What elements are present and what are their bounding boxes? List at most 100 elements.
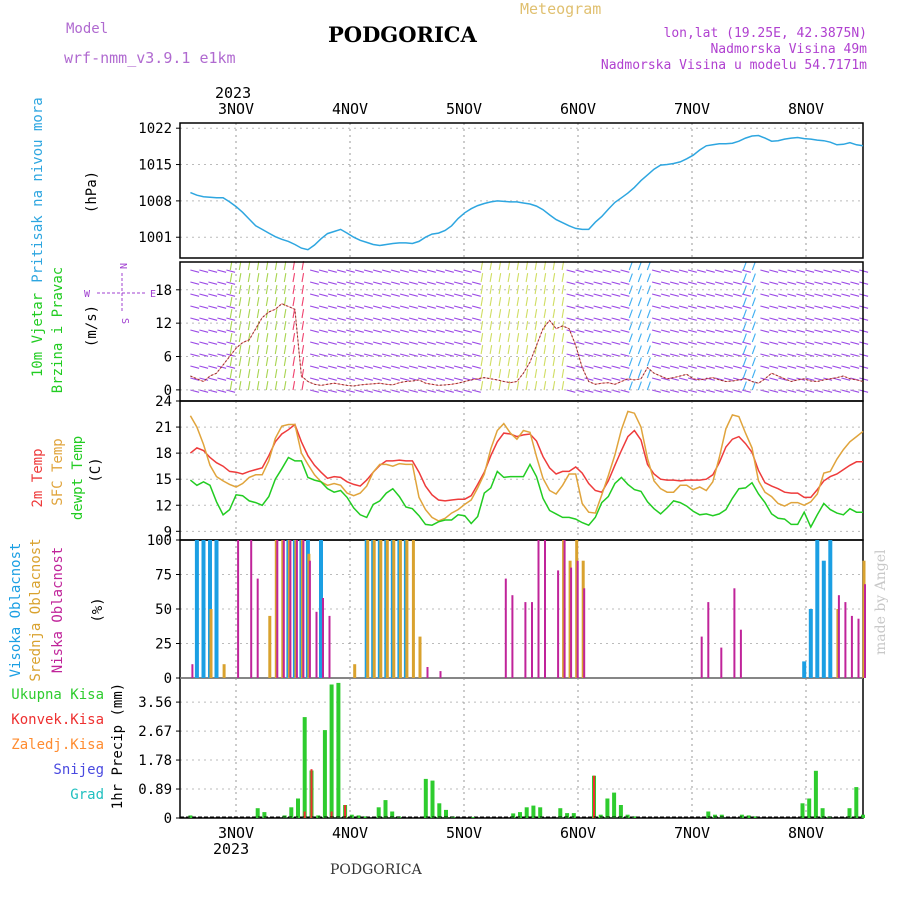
wind-arrow bbox=[226, 365, 236, 369]
chart-title: PODGORICA bbox=[328, 22, 478, 47]
wind-arrow bbox=[637, 321, 642, 331]
cloud-low-bar bbox=[511, 595, 514, 678]
wind-arrow bbox=[593, 341, 603, 345]
cloud-low-bar bbox=[576, 560, 579, 678]
precip-total-bar bbox=[538, 807, 543, 818]
wind-arrow bbox=[611, 377, 621, 381]
x-tick-label-top: 3NOV bbox=[218, 100, 254, 118]
wind-arrow bbox=[660, 317, 670, 321]
wind-arrow bbox=[390, 293, 400, 297]
cloud-high-bar bbox=[194, 540, 199, 678]
wind-arrow bbox=[435, 365, 445, 369]
wind-arrow bbox=[584, 389, 594, 393]
cloud-mid-bar bbox=[268, 615, 272, 678]
wind-arrow bbox=[751, 333, 756, 343]
wind-arrow bbox=[651, 329, 661, 333]
wind-arrow bbox=[705, 341, 715, 345]
precip-total-bar bbox=[753, 816, 758, 818]
wind-arrow bbox=[823, 305, 833, 309]
wind-arrow bbox=[381, 281, 391, 285]
wind-arrow bbox=[814, 317, 824, 321]
panel-frame-wind bbox=[179, 261, 864, 402]
cloud-mid-bar bbox=[379, 540, 383, 678]
x-tick-label-bottom: 8NOV bbox=[788, 824, 824, 842]
wind-arrow bbox=[769, 329, 779, 333]
wind-arrow bbox=[687, 269, 697, 273]
wind-arrow bbox=[399, 353, 409, 357]
precip-total-bar bbox=[524, 807, 529, 818]
wind-arrow bbox=[372, 305, 382, 309]
wind-arrow bbox=[516, 297, 520, 307]
wind-arrow bbox=[561, 321, 565, 331]
cloud-low-bar bbox=[504, 578, 507, 678]
y-tick-label: 50 bbox=[155, 602, 172, 618]
wind-arrow bbox=[732, 305, 742, 309]
wind-arrow bbox=[566, 365, 576, 369]
cloud-low-bar bbox=[544, 540, 546, 678]
wind-arrow bbox=[238, 369, 242, 379]
precip-frozen-label: Zaledj.Kisa bbox=[11, 737, 104, 753]
wind-arrow bbox=[796, 329, 806, 333]
wind-arrow bbox=[646, 273, 651, 283]
wind-arrow bbox=[620, 365, 630, 369]
model-name: wrf-nmm_v3.9.1 e1km bbox=[64, 49, 236, 67]
wind-arrow bbox=[363, 377, 373, 381]
wind-arrow bbox=[850, 329, 860, 333]
wind-arrow bbox=[507, 273, 511, 283]
wind-arrow bbox=[841, 365, 851, 369]
wind-arrow bbox=[696, 305, 706, 309]
wind-arrow bbox=[372, 281, 382, 285]
wind-arrow bbox=[363, 269, 373, 273]
wind-arrow bbox=[399, 293, 409, 297]
wind-arrow bbox=[714, 377, 724, 381]
wind-arrow bbox=[732, 317, 742, 321]
wind-arrow bbox=[584, 377, 594, 381]
precip-total-bar bbox=[437, 803, 442, 818]
wind-arrow bbox=[480, 297, 484, 307]
precip-total-bar bbox=[713, 814, 717, 818]
wind-arrow bbox=[390, 341, 400, 345]
wind-arrow bbox=[593, 269, 603, 273]
wind-arrow bbox=[301, 321, 305, 331]
wind-arrow bbox=[471, 353, 481, 357]
wind-arrow bbox=[543, 285, 547, 295]
wind-arrow bbox=[283, 309, 287, 319]
wind-arrow bbox=[552, 309, 556, 319]
wind-arrow bbox=[742, 333, 747, 343]
pressure-series-line bbox=[190, 134, 864, 251]
wind-arrow bbox=[247, 309, 251, 319]
wind-arrow bbox=[426, 269, 436, 273]
wind-arrow bbox=[190, 269, 200, 273]
wind-arrow bbox=[309, 317, 319, 321]
wind-arrow bbox=[787, 269, 797, 273]
wind-arrow bbox=[602, 377, 612, 381]
wind-arrow bbox=[841, 389, 851, 393]
wind-arrow bbox=[611, 305, 621, 309]
wind-arrow bbox=[381, 377, 391, 381]
wind-arrow bbox=[637, 357, 642, 367]
wind-arrow bbox=[525, 381, 529, 391]
wind-arrow bbox=[732, 341, 742, 345]
wind-arrow bbox=[363, 317, 373, 321]
wind-arrow bbox=[309, 353, 319, 357]
wind-arrow bbox=[462, 293, 472, 297]
precip-total-bar bbox=[558, 808, 563, 818]
wind-arrow bbox=[593, 293, 603, 297]
wind-arrow bbox=[751, 369, 756, 379]
wind-arrow bbox=[787, 353, 797, 357]
wind-arrow bbox=[742, 309, 747, 319]
wind-arrow bbox=[372, 329, 382, 333]
wind-arrow bbox=[507, 333, 511, 343]
wind-arrow bbox=[247, 273, 251, 283]
wind-arrow bbox=[471, 389, 481, 393]
wind-arrow bbox=[841, 305, 851, 309]
wind-arrow bbox=[265, 285, 269, 295]
wind-arrow bbox=[381, 365, 391, 369]
wind-arrow bbox=[390, 329, 400, 333]
wind-arrow bbox=[575, 389, 585, 393]
wind-arrow bbox=[678, 329, 688, 333]
x-tick-label-top: 6NOV bbox=[560, 100, 596, 118]
y-tick-label: 15 bbox=[155, 472, 172, 488]
wind-arrow bbox=[678, 269, 688, 273]
precip-total-bar bbox=[847, 808, 852, 818]
